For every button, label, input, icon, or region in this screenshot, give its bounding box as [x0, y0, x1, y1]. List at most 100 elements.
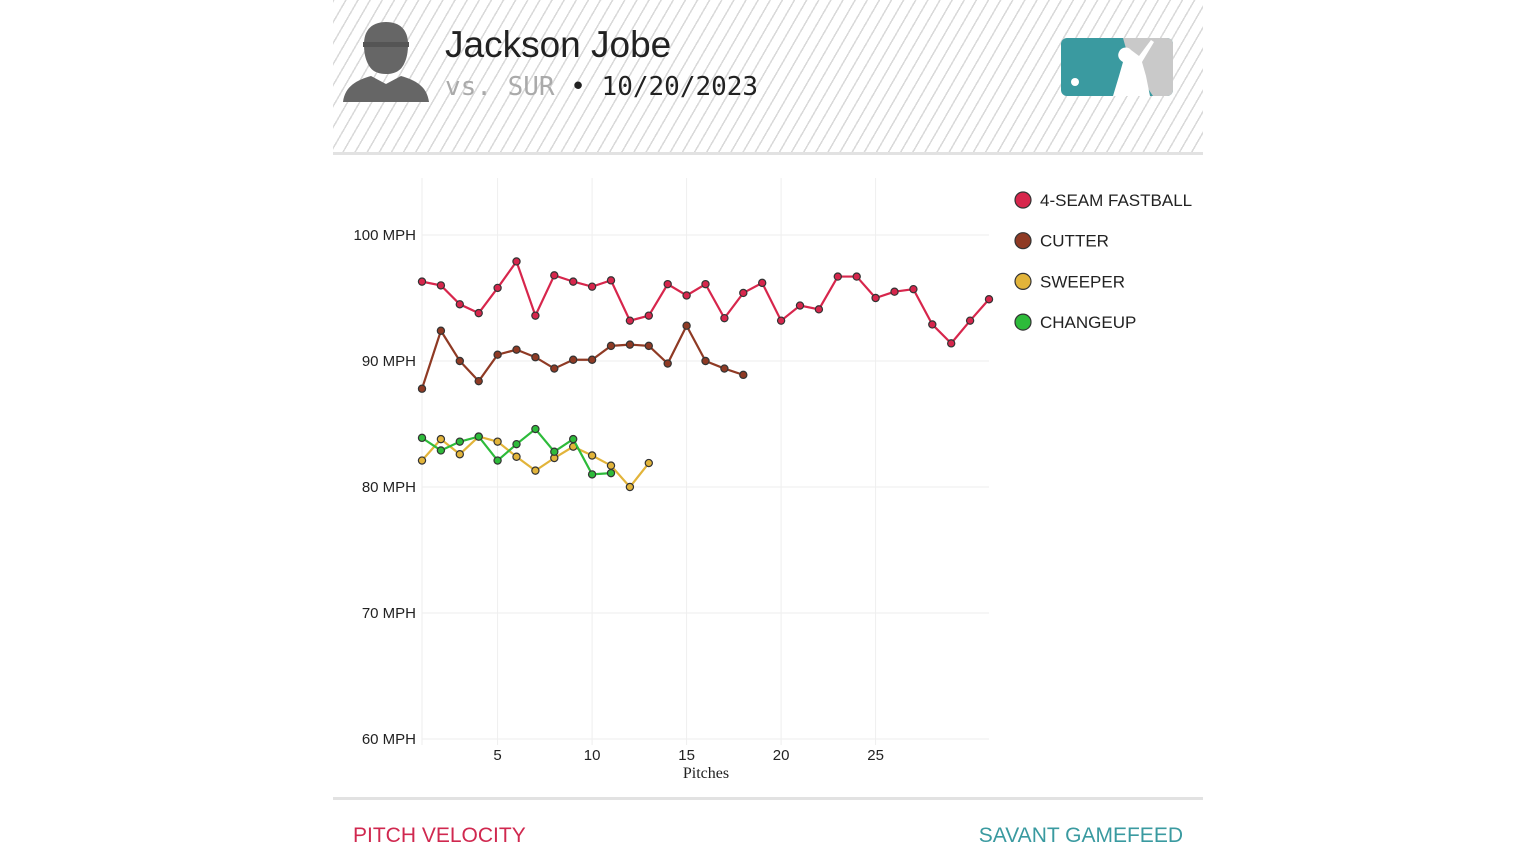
- data-point: [550, 271, 559, 280]
- data-point: [720, 313, 729, 323]
- data-point: [455, 300, 464, 309]
- data-point: [474, 376, 483, 386]
- data-point: [909, 284, 918, 294]
- data-point: [550, 364, 559, 373]
- data-point: [625, 340, 635, 349]
- series-line: [420, 323, 744, 390]
- data-point: [852, 272, 861, 281]
- data-point: [417, 433, 427, 443]
- data-point: [644, 458, 654, 468]
- series-4-seam-fastball: [417, 257, 994, 348]
- data-point: [436, 326, 446, 335]
- data-point: [531, 311, 540, 320]
- data-point: [965, 316, 975, 325]
- data-point: [739, 370, 748, 380]
- data-point: [776, 316, 786, 325]
- data-point: [531, 424, 540, 434]
- data-point: [436, 434, 446, 444]
- data-point: [606, 468, 616, 478]
- legend-label: CUTTER: [1040, 232, 1109, 251]
- data-point: [569, 355, 578, 364]
- data-point: [455, 437, 464, 446]
- y-tick-label: 70 MPH: [362, 605, 416, 622]
- series-cutter: [417, 321, 748, 393]
- y-tick-label: 80 MPH: [362, 479, 416, 496]
- data-point: [606, 341, 616, 351]
- data-point: [758, 278, 767, 288]
- separator: •: [570, 72, 586, 102]
- card-header: Jackson Jobe vs. SUR • 10/20/2023: [333, 0, 1203, 155]
- data-point: [474, 432, 483, 441]
- pitch-velocity-card: Jackson Jobe vs. SUR • 10/20/2023 PITCH …: [333, 0, 1203, 864]
- data-point: [417, 384, 427, 393]
- x-tick-label: 20: [773, 747, 790, 764]
- data-point: [587, 355, 597, 364]
- data-point: [587, 470, 597, 479]
- data-point: [436, 446, 446, 455]
- data-point: [795, 301, 805, 310]
- data-point: [606, 276, 616, 285]
- data-point: [814, 305, 824, 314]
- data-point: [644, 341, 654, 351]
- y-tick-label: 60 MPH: [362, 731, 416, 748]
- chart-title: PITCH VELOCITY: [353, 824, 526, 847]
- data-point: [625, 482, 635, 492]
- series-sweeper: [417, 432, 654, 492]
- data-point: [550, 447, 559, 456]
- data-point: [531, 353, 540, 362]
- data-point: [871, 293, 880, 303]
- legend-marker: [1014, 191, 1032, 209]
- data-point: [682, 321, 691, 330]
- x-tick-label: 25: [867, 747, 884, 764]
- data-point: [512, 345, 521, 354]
- legend-label: 4-SEAM FASTBALL: [1040, 191, 1192, 210]
- data-point: [682, 291, 691, 300]
- data-point: [644, 311, 654, 320]
- data-point: [701, 279, 710, 289]
- data-point: [947, 339, 956, 348]
- data-point: [701, 356, 710, 366]
- legend-label: SWEEPER: [1040, 272, 1125, 291]
- series-changeup: [417, 424, 616, 479]
- data-point: [531, 466, 540, 475]
- data-point: [493, 456, 502, 465]
- data-point: [890, 287, 899, 296]
- data-point: [455, 356, 464, 366]
- legend-marker: [1014, 272, 1032, 290]
- data-point: [493, 437, 502, 446]
- y-tick-label: 90 MPH: [362, 353, 416, 370]
- x-tick-label: 15: [678, 747, 695, 764]
- data-point: [417, 456, 427, 465]
- data-point: [474, 308, 483, 318]
- x-tick-label: 5: [493, 747, 501, 764]
- data-point: [512, 257, 521, 266]
- data-point: [663, 279, 672, 289]
- savant-gamefeed-link[interactable]: SAVANT GAMEFEED: [978, 824, 1183, 847]
- x-tick-label: 10: [584, 747, 601, 764]
- legend-label: CHANGEUP: [1040, 313, 1136, 332]
- data-point: [625, 316, 635, 325]
- data-point: [984, 295, 994, 304]
- data-point: [455, 450, 464, 459]
- player-name: Jackson Jobe: [445, 24, 672, 65]
- data-point: [739, 288, 748, 298]
- data-point: [663, 359, 672, 368]
- series-line: [421, 259, 990, 345]
- data-point: [493, 350, 502, 359]
- data-point: [928, 320, 937, 329]
- data-point: [493, 283, 502, 293]
- opponent: vs. SUR: [445, 72, 555, 102]
- data-point: [417, 277, 427, 286]
- legend-marker: [1014, 313, 1032, 331]
- game-date: 10/20/2023: [601, 72, 759, 102]
- x-axis-label: Pitches: [683, 765, 729, 782]
- card-footer: PITCH VELOCITY SAVANT GAMEFEED: [333, 797, 1203, 867]
- data-point: [587, 282, 597, 291]
- data-point: [569, 434, 578, 444]
- data-point: [833, 272, 843, 281]
- data-point: [720, 364, 729, 373]
- data-point: [606, 461, 616, 470]
- data-point: [512, 439, 521, 449]
- mlb-logo-icon: [1061, 38, 1173, 96]
